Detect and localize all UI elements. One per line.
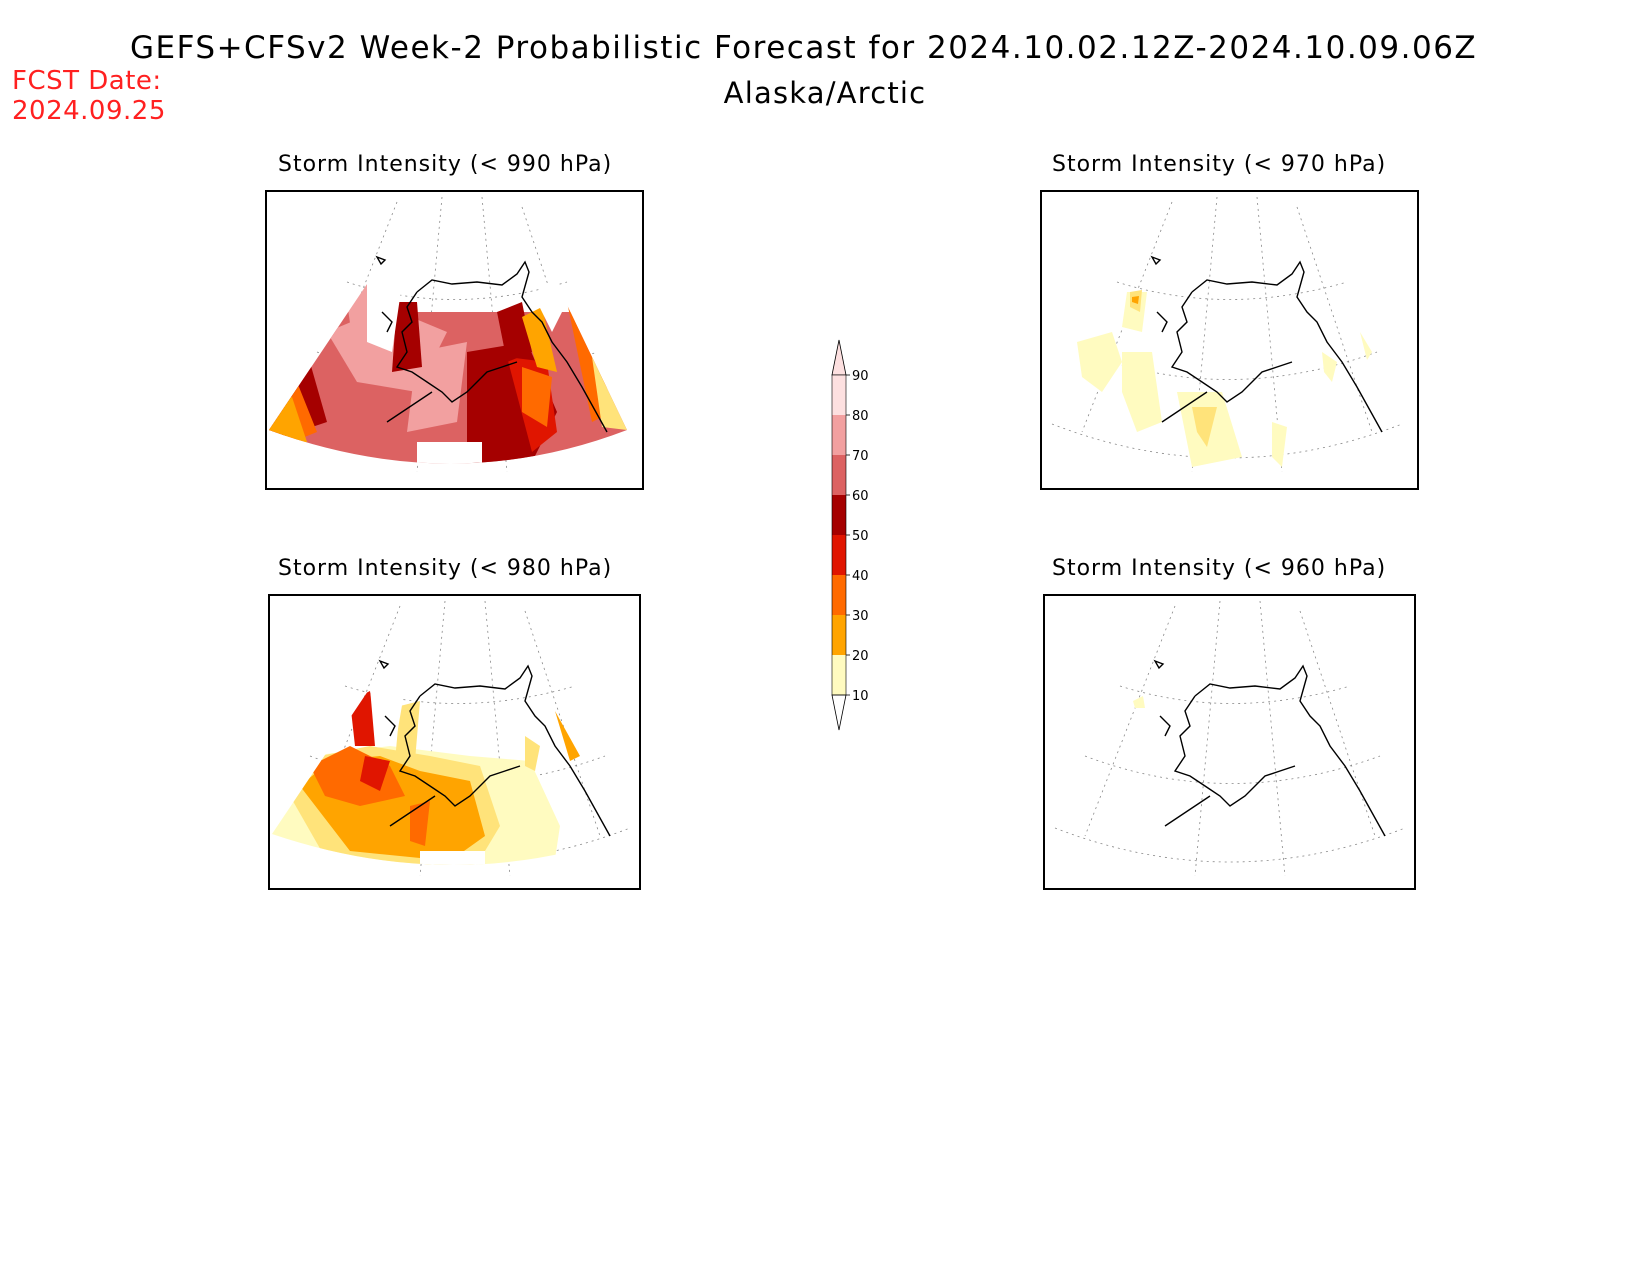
colorbar-swatches <box>831 339 847 731</box>
colorbar-top-tip <box>831 339 847 376</box>
panel-title-980: Storm Intensity (< 980 hPa) <box>278 556 613 581</box>
colorbar-level-label: 70 <box>852 449 869 464</box>
colorbar-level-label: 50 <box>852 529 869 544</box>
colorbar-level-label: 40 <box>852 569 869 584</box>
fcst-date-value: 2024.09.25 <box>12 96 166 126</box>
grid-lines-970 <box>1051 196 1403 473</box>
colorbar-swatch <box>832 415 846 455</box>
probability-fill-970 <box>1077 290 1372 467</box>
colorbar-swatch <box>832 655 846 695</box>
fcst-date-block: FCST Date: 2024.09.25 <box>12 66 166 126</box>
colorbar-labels: 10 20 30 40 50 60 70 80 90 <box>846 369 869 704</box>
colorbar-level-label: 30 <box>852 609 869 624</box>
colorbar-swatch <box>832 495 846 535</box>
colorbar-bottom-tip <box>831 694 847 731</box>
colorbar: 10 20 30 40 50 60 70 80 90 <box>831 339 869 731</box>
coastline-980 <box>378 659 611 837</box>
colorbar-swatch <box>832 375 846 415</box>
probability-fill-960 <box>1133 696 1145 708</box>
map-990 <box>269 196 627 473</box>
probability-fill-990 <box>269 284 627 464</box>
panel-title-970: Storm Intensity (< 970 hPa) <box>1052 152 1387 177</box>
map-panel-960 <box>1043 594 1416 890</box>
region-subtitle: Alaska/Arctic <box>723 76 927 110</box>
map-980 <box>272 600 631 877</box>
coastline-970 <box>1150 255 1383 433</box>
panel-title-990: Storm Intensity (< 990 hPa) <box>278 152 613 177</box>
map-960 <box>1054 600 1406 877</box>
colorbar-level-label: 60 <box>852 489 869 504</box>
colorbar-level-label: 80 <box>852 409 869 424</box>
colorbar-swatch <box>832 535 846 575</box>
fcst-date-label: FCST Date: <box>12 66 162 96</box>
coastline-960 <box>1153 659 1386 837</box>
map-panel-980 <box>268 594 641 890</box>
panel-title-960: Storm Intensity (< 960 hPa) <box>1052 556 1387 581</box>
map-panel-970 <box>1040 190 1419 490</box>
colorbar-swatch <box>832 615 846 655</box>
grid-lines-960 <box>1054 600 1406 877</box>
map-panel-990 <box>265 190 644 490</box>
coastline-990 <box>375 255 608 433</box>
probability-fill-980 <box>272 688 580 865</box>
colorbar-swatch <box>832 455 846 495</box>
colorbar-level-label: 90 <box>852 369 869 384</box>
colorbar-level-label: 20 <box>852 649 869 664</box>
colorbar-swatch <box>832 575 846 615</box>
main-title: GEFS+CFSv2 Week-2 Probabilistic Forecast… <box>130 30 1478 66</box>
colorbar-level-label: 10 <box>852 689 869 704</box>
map-970 <box>1051 196 1403 473</box>
